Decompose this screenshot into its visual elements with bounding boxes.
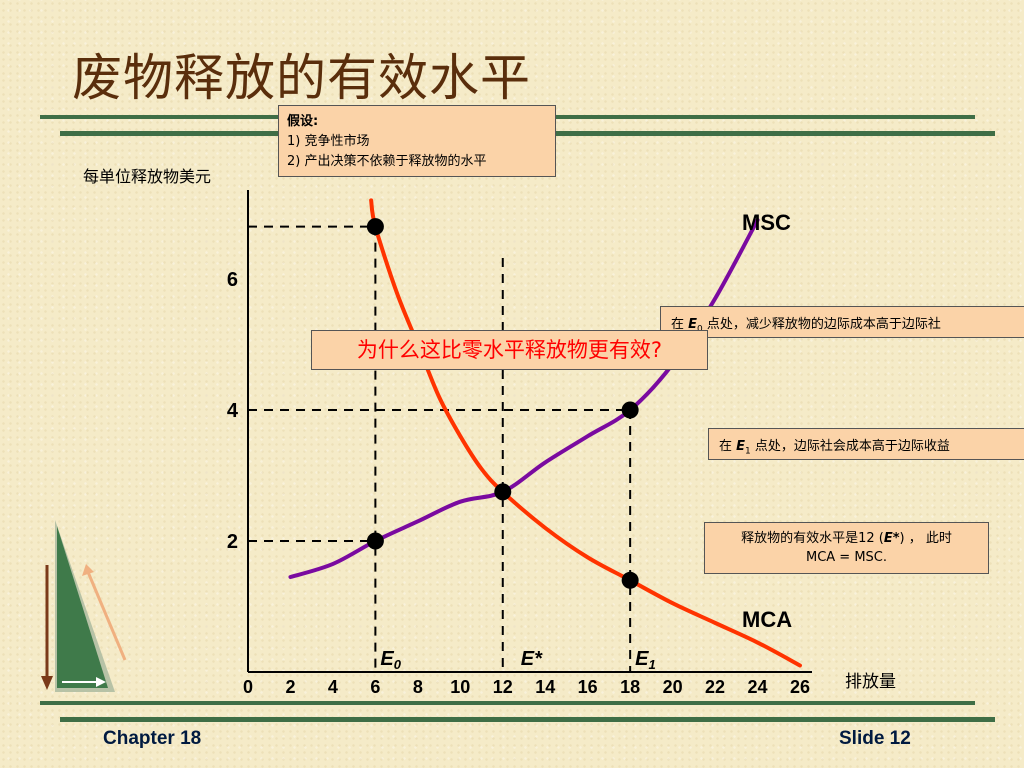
data-point	[366, 218, 384, 236]
note-efficient: 释放物的有效水平是12 (E*) ， 此时 MCA = MSC.	[704, 522, 989, 574]
x-tick-label: 6	[370, 677, 380, 697]
point-label: E0	[380, 648, 401, 672]
x-tick-label: 24	[748, 677, 768, 697]
x-tick-label: 12	[493, 677, 513, 697]
y-tick-label: 2	[227, 531, 238, 553]
corner-decoration	[41, 520, 127, 692]
data-point	[621, 571, 639, 589]
data-point	[621, 401, 639, 419]
data-point	[494, 483, 512, 501]
note-e1: 在 E1 点处，边际社会成本高于边际收益	[708, 428, 1024, 460]
x-tick-label: 14	[535, 677, 555, 697]
page-title: 废物释放的有效水平	[72, 49, 531, 107]
bottom-rule-thick	[60, 717, 995, 722]
assumption-heading: 假设:	[287, 114, 319, 129]
x-axis-label: 排放量	[845, 672, 896, 692]
y-axis-label: 每单位释放物美元	[83, 167, 212, 186]
assumption-item-2: 2) 产出决策不依赖于释放物的水平	[287, 154, 487, 169]
x-tick-label: 4	[328, 677, 338, 697]
x-tick-label: 22	[705, 677, 725, 697]
assumption-item-1: 1) 竞争性市场	[287, 134, 370, 149]
x-tick-label: 10	[450, 677, 470, 697]
data-point	[366, 532, 384, 550]
bottom-rule-thin	[40, 701, 975, 705]
x-tick-label: 16	[578, 677, 598, 697]
footer-chapter: Chapter 18	[103, 728, 202, 749]
series-label-msc: MSC	[742, 210, 791, 235]
point-label: E*	[521, 648, 543, 670]
x-tick-label: 2	[285, 677, 295, 697]
x-tick-label: 20	[663, 677, 683, 697]
assumption-box: 假设: 1) 竞争性市场 2) 产出决策不依赖于释放物的水平	[278, 105, 556, 177]
series-line-msc	[288, 218, 760, 580]
footer-slide: Slide 12	[839, 728, 911, 749]
series-label-mca: MCA	[742, 607, 792, 632]
point-label: E1	[635, 648, 656, 672]
x-tick-label: 26	[790, 677, 810, 697]
y-tick-label: 4	[227, 400, 239, 422]
x-tick-label: 0	[243, 677, 253, 697]
y-tick-label: 6	[227, 269, 238, 291]
x-tick-label: 18	[620, 677, 640, 697]
question-box: 为什么这比零水平释放物更有效?	[311, 330, 708, 370]
note-e0: 在 E0 点处，减少释放物的边际成本高于边际社	[660, 306, 1024, 338]
x-tick-label: 8	[413, 677, 423, 697]
